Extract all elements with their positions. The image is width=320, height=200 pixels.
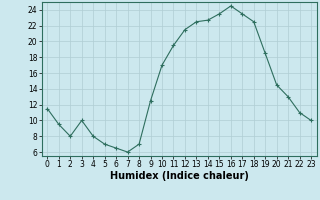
X-axis label: Humidex (Indice chaleur): Humidex (Indice chaleur) bbox=[110, 171, 249, 181]
